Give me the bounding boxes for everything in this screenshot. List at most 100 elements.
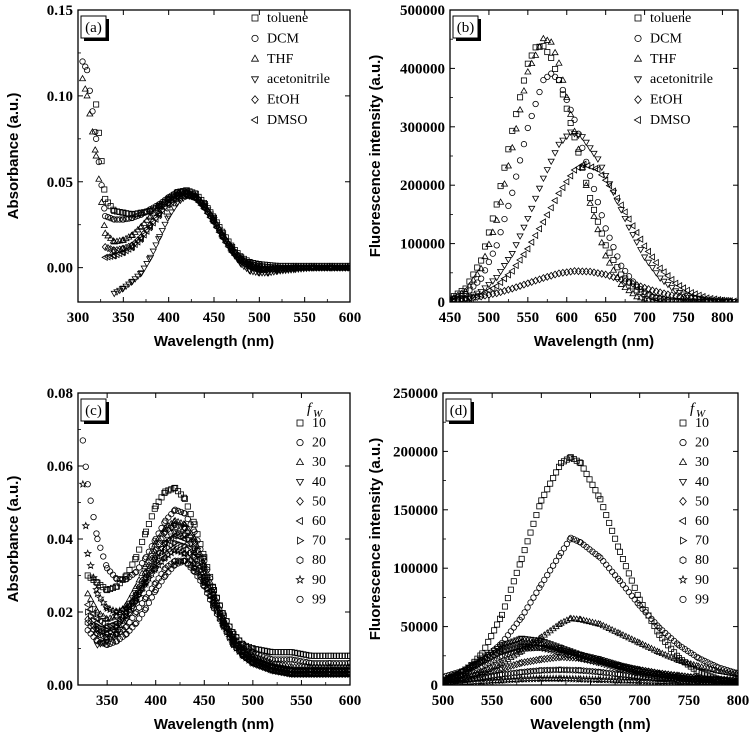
data-point-99 [675, 673, 683, 680]
data-point-DMSO [621, 208, 628, 216]
data-point-DMSO [636, 235, 644, 243]
data-point-99 [87, 630, 94, 637]
data-point-10 [615, 543, 622, 550]
data-point-acetonitrile [119, 285, 128, 293]
legend-label-EtOH: EtOH [650, 93, 683, 108]
data-point-10 [497, 615, 504, 622]
data-point-DMSO [273, 265, 280, 274]
data-point-90 [190, 560, 199, 569]
data-point-99 [94, 638, 101, 645]
data-point-99 [233, 642, 240, 649]
data-point-DMSO [562, 178, 570, 186]
data-point-20 [695, 655, 702, 662]
data-point-99 [462, 671, 469, 678]
data-point-toluene [567, 120, 574, 127]
data-point-DMSO [640, 242, 648, 250]
legend-marker-90 [678, 574, 688, 584]
data-point-EtOH [633, 281, 641, 290]
legend-label-20: 20 [312, 436, 326, 451]
data-point-10 [566, 454, 573, 461]
data-point-DCM [555, 76, 563, 84]
legend-marker-80 [296, 556, 304, 565]
data-point-99 [670, 672, 678, 679]
data-point-THF [617, 280, 625, 287]
data-point-10 [139, 538, 146, 545]
data-point-toluene [606, 249, 613, 256]
panel-label-box [452, 15, 479, 39]
data-point-70 [191, 552, 198, 560]
data-point-99 [255, 662, 262, 669]
data-point-acetonitrile [508, 251, 516, 258]
data-point-10 [628, 577, 635, 584]
data-point-50 [510, 661, 518, 670]
data-point-80 [119, 626, 126, 633]
x-tick-label: 350 [96, 693, 119, 709]
x-tick-label: 600 [556, 310, 579, 326]
data-point-DMSO [200, 204, 207, 212]
x-tick-label: 450 [203, 310, 226, 326]
y-tick-label: 0.05 [47, 175, 73, 191]
data-point-10 [187, 511, 194, 518]
data-point-99 [346, 670, 350, 678]
data-point-DCM [536, 88, 543, 96]
data-point-80 [659, 675, 666, 683]
data-point-60 [96, 617, 103, 626]
legend-label-80: 80 [695, 553, 709, 568]
data-point-DMSO [539, 218, 546, 226]
data-point-DMSO [734, 299, 738, 302]
data-point-DCM [79, 58, 86, 65]
data-point-THF [489, 228, 497, 235]
data-point-80 [488, 672, 495, 680]
data-point-10 [592, 487, 599, 494]
data-point-40 [563, 647, 571, 654]
chart-panel-1: 300 350 400 450 500 550 600 0.00 0.05 0.10 0.15 Wav… [5, 3, 361, 350]
data-point-10 [556, 463, 563, 470]
legend-marker-THF [633, 54, 643, 62]
data-point-DMSO [137, 234, 144, 243]
data-point-EtOH [512, 283, 520, 292]
data-point-80 [538, 666, 545, 674]
data-point-30 [634, 638, 642, 645]
data-point-20 [119, 576, 126, 583]
y-tick-label: 0 [431, 678, 439, 694]
data-point-DCM [516, 157, 524, 164]
data-point-99 [498, 652, 506, 659]
data-point-10 [622, 563, 629, 570]
data-point-20 [595, 553, 602, 560]
data-point-30 [504, 655, 512, 662]
data-point-99 [161, 573, 168, 581]
data-point-99 [272, 667, 279, 675]
x-axis-title: Wavelength (nm) [154, 333, 274, 350]
data-point-20 [162, 517, 169, 524]
data-point-99 [138, 611, 146, 618]
data-point-DMSO [173, 193, 181, 201]
data-point-20 [622, 585, 630, 592]
data-point-THF [677, 297, 682, 302]
data-point-20 [504, 632, 512, 639]
legend-marker-EtOH [634, 95, 642, 105]
data-point-90 [144, 573, 154, 583]
data-point-DMSO [201, 205, 208, 213]
data-point-EtOH [621, 277, 629, 286]
data-point-THF [601, 251, 610, 259]
data-point-acetonitrile [625, 224, 633, 232]
data-point-99 [201, 579, 208, 586]
data-point-30 [608, 625, 616, 633]
x-tick-label: 450 [439, 310, 462, 326]
data-point-30 [622, 632, 630, 639]
series-DCM [79, 58, 350, 271]
data-point-10 [133, 554, 140, 561]
data-point-acetonitrile [137, 270, 146, 277]
x-axis-title: Wavelength (nm) [154, 716, 274, 733]
data-point-99 [223, 625, 230, 632]
data-point-80 [132, 610, 139, 617]
data-point-THF [143, 216, 151, 223]
data-point-EtOH [119, 244, 126, 253]
x-axis-title: Wavelength (nm) [534, 333, 654, 350]
data-point-20 [184, 515, 191, 523]
x-tick-label: 400 [157, 310, 180, 326]
data-point-DMSO [209, 217, 216, 226]
data-point-DMSO [484, 286, 492, 295]
data-point-THF [539, 34, 548, 42]
data-point-EtOH [578, 267, 586, 276]
